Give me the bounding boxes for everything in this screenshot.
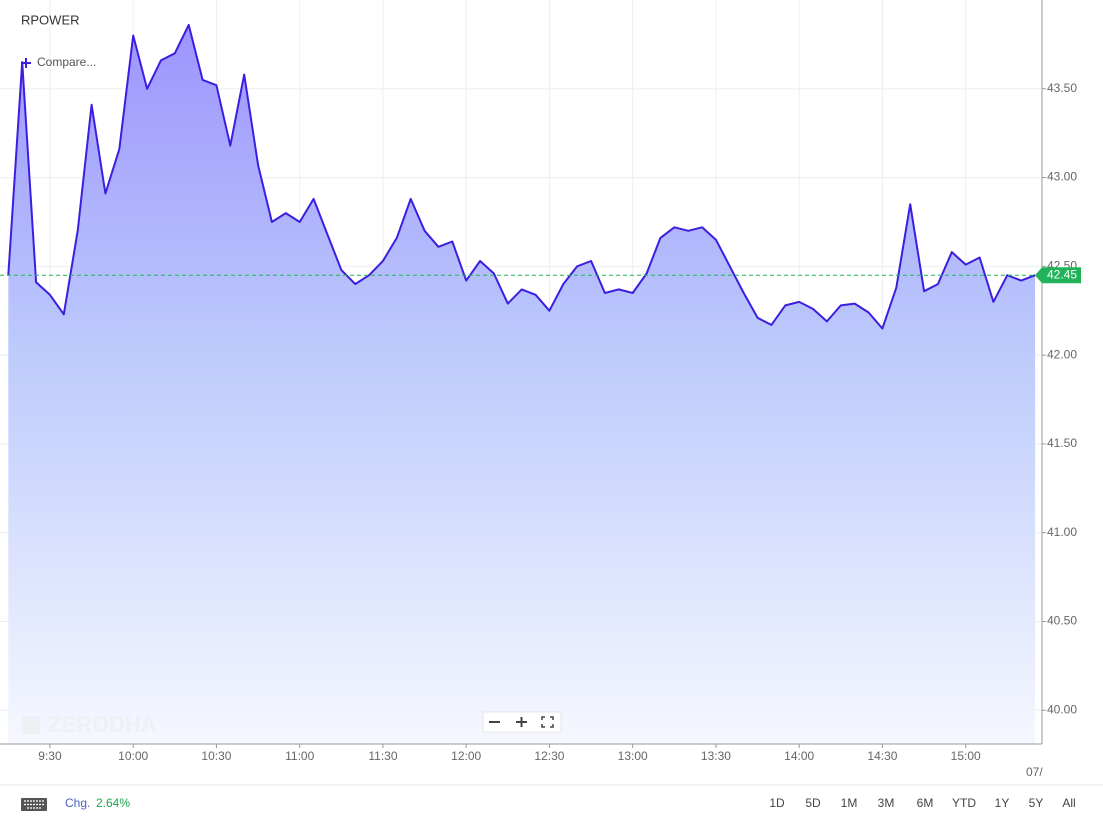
zoom-controls	[482, 711, 562, 733]
period-button[interactable]: 1Y	[995, 796, 1010, 810]
period-button[interactable]: 1M	[841, 796, 858, 810]
date-marker: 07/	[1026, 765, 1043, 779]
x-tick-label: 12:00	[451, 749, 481, 763]
x-tick-label: 12:30	[534, 749, 564, 763]
x-tick-label: 13:00	[618, 749, 648, 763]
last-price-tag	[1035, 267, 1081, 284]
x-tick-label: 10:00	[118, 749, 148, 763]
y-tick-label: 42.00	[1047, 347, 1077, 361]
period-button[interactable]: 5Y	[1029, 796, 1044, 810]
y-tick-label: 43.50	[1047, 81, 1077, 95]
watermark-logo	[22, 716, 40, 734]
compare-button[interactable]: Compare...	[21, 55, 96, 69]
x-tick-label: 13:30	[701, 749, 731, 763]
x-tick-label: 11:30	[368, 749, 397, 763]
area-fill	[8, 24, 1036, 744]
fullscreen[interactable]	[541, 716, 554, 728]
period-button[interactable]: 3M	[878, 796, 895, 810]
compare-label: Compare...	[37, 55, 96, 69]
change-value: 2.64%	[96, 796, 130, 810]
period-button[interactable]: YTD	[952, 796, 976, 810]
y-tick-label: 40.50	[1047, 614, 1077, 628]
keyboard-keys	[24, 800, 44, 809]
x-tick-label: 15:00	[951, 749, 981, 763]
plus-icon	[21, 58, 31, 68]
x-tick-label: 14:30	[867, 749, 897, 763]
y-tick-label: 40.00	[1047, 702, 1077, 716]
period-button[interactable]: 5D	[805, 796, 821, 810]
symbol: RPOWER	[21, 12, 80, 27]
zoom-in[interactable]	[516, 717, 527, 727]
y-tick-label: 43.00	[1047, 170, 1077, 184]
x-tick-label: 14:00	[784, 749, 814, 763]
watermark: ZERODHA	[48, 712, 157, 737]
period-button[interactable]: 1D	[769, 796, 785, 810]
plot	[0, 23, 1042, 744]
period-selector: 1D 5D 1M 3M 6M YTD 1Y 5Y All	[769, 796, 1075, 810]
x-tick-label: 10:30	[201, 749, 231, 763]
x-tick-label: 11:00	[285, 749, 314, 763]
period-button[interactable]: 6M	[917, 796, 934, 810]
x-tick-label: 9:30	[38, 749, 62, 763]
price-line	[7, 23, 1036, 330]
period-button[interactable]: All	[1062, 796, 1075, 810]
change-label: Chg.	[65, 796, 90, 810]
y-tick-label: 41.50	[1047, 436, 1077, 450]
keyboard-icon[interactable]	[21, 798, 47, 811]
y-tick-label: 41.00	[1047, 525, 1077, 539]
last-price-label: 42.45	[1047, 267, 1077, 281]
